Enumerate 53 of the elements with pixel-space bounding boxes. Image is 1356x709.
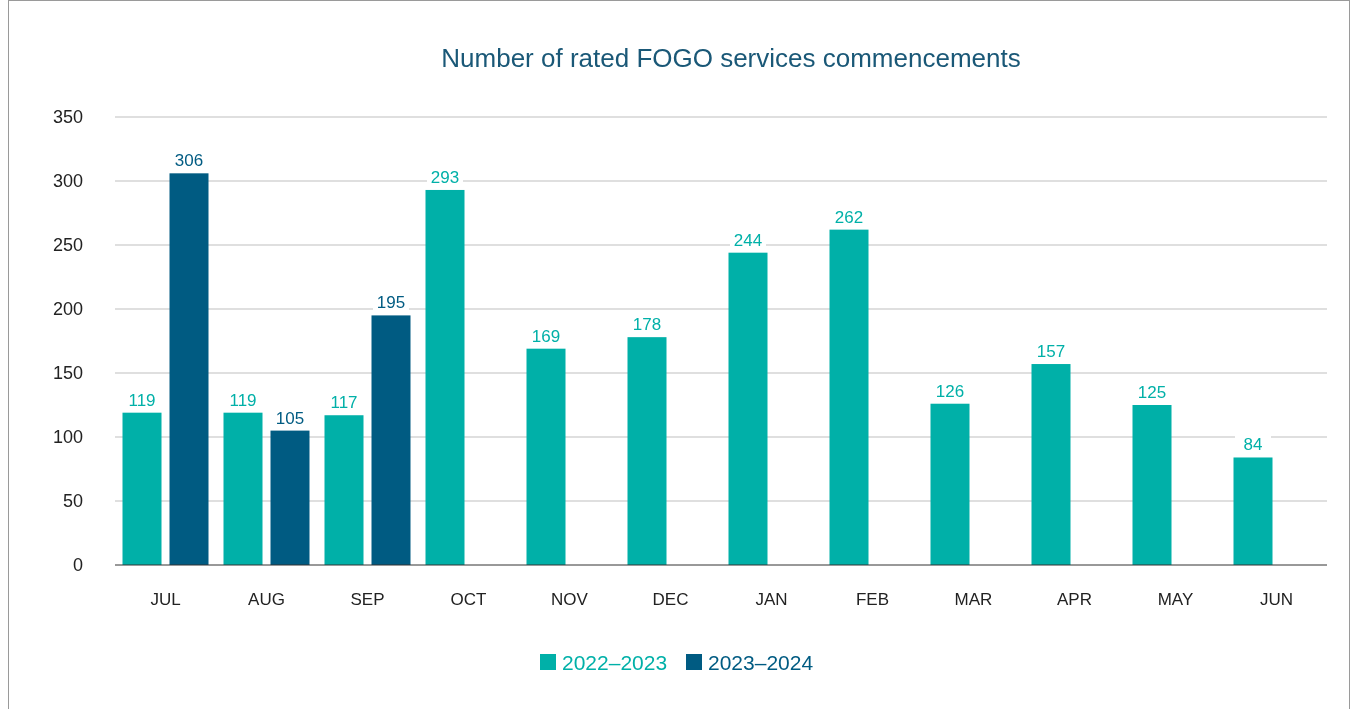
data-label: 262 <box>834 207 864 227</box>
data-label: 84 <box>1243 435 1263 455</box>
bar <box>223 412 263 565</box>
data-label: 119 <box>128 390 156 410</box>
y-tick-label: 250 <box>52 235 83 255</box>
x-tick-label: FEB <box>855 590 890 609</box>
bar <box>425 189 465 565</box>
bar <box>270 430 310 565</box>
bar <box>122 412 162 565</box>
y-tick-label: 150 <box>52 363 83 383</box>
x-tick-label: MAY <box>1157 590 1194 609</box>
bar <box>829 229 869 565</box>
data-label: 169 <box>531 326 561 346</box>
bar <box>324 415 364 565</box>
data-label: 157 <box>1036 342 1066 362</box>
data-label: 119 <box>229 390 257 410</box>
data-label: 117 <box>330 393 358 413</box>
bar <box>728 252 768 565</box>
y-tick-label: 50 <box>62 491 83 511</box>
legend-label: 2023–2024 <box>708 651 814 674</box>
x-tick-label: JAN <box>755 590 788 609</box>
x-tick-label: SEP <box>350 590 385 609</box>
y-tick-label: 200 <box>52 299 83 319</box>
x-tick-label: AUG <box>248 590 285 609</box>
x-tick-label: JUN <box>1259 590 1294 609</box>
y-tick-label: 0 <box>72 555 83 575</box>
data-label: 293 <box>430 167 460 187</box>
y-tick-label: 300 <box>52 171 83 191</box>
x-tick-label: OCT <box>450 590 487 609</box>
x-tick-label: APR <box>1057 590 1092 609</box>
x-tick-label: MAR <box>954 590 993 609</box>
bar <box>169 173 209 565</box>
data-label: 178 <box>632 315 662 335</box>
y-tick-label: 100 <box>52 427 83 447</box>
chart-title: Number of rated FOGO services commencements <box>441 43 1021 73</box>
data-label: 105 <box>275 408 305 428</box>
bar <box>627 337 667 565</box>
data-label: 126 <box>935 381 965 401</box>
bar <box>1031 364 1071 565</box>
bar <box>930 403 970 565</box>
data-label: 125 <box>1137 383 1167 402</box>
bar <box>371 315 411 565</box>
x-tick-label: NOV <box>551 590 589 609</box>
bar <box>526 348 566 565</box>
data-label: 306 <box>174 151 204 171</box>
y-tick-label: 350 <box>52 107 83 127</box>
bar <box>1233 457 1273 565</box>
legend-label: 2022–2023 <box>562 651 668 674</box>
data-label: 195 <box>376 293 406 313</box>
x-tick-label: JUL <box>150 590 181 609</box>
data-label: 244 <box>733 230 763 250</box>
bar <box>1132 405 1172 565</box>
x-tick-label: DEC <box>652 590 689 609</box>
